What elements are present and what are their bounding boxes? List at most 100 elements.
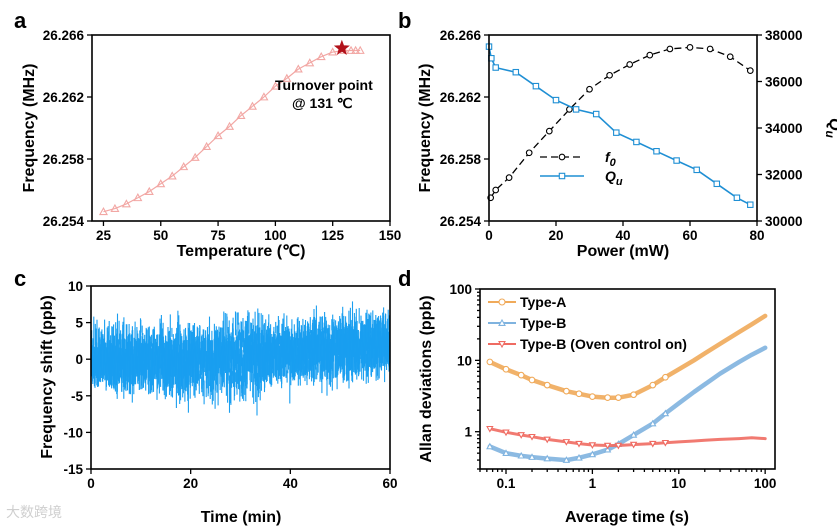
panel-b-x-tick-label: 20 (548, 228, 563, 243)
panel-a-data-point (190, 152, 200, 161)
panel-c-y-tick-label: -10 (63, 425, 83, 440)
panel-d-legend-marker (498, 318, 506, 326)
panel-a-x-tick-label: 100 (264, 228, 287, 243)
panel-d-y-tick-label: 1 (464, 425, 472, 440)
panel-d-series-point (604, 394, 611, 402)
panel-d-series-point (649, 440, 657, 448)
panel-c-x-tick-label: 40 (283, 476, 298, 491)
panel-b-y2-axis-label: Qu (823, 118, 837, 138)
panel-c-y-tick-label: 5 (75, 316, 83, 331)
panel-b-y-tick-label: 26.266 (440, 28, 482, 43)
panel-d-series-point (614, 442, 623, 450)
turnover-annotation-line2: @ 131 ℃ (292, 95, 353, 111)
panel-a-line-segment (183, 156, 196, 168)
panel-c-plot-frame (90, 285, 391, 470)
panel-c-x-tick-label: 20 (183, 476, 198, 491)
series-qu-point (572, 106, 580, 113)
panel-a-line-segment (252, 96, 265, 107)
panel-a-data-point (328, 47, 338, 56)
series-f0-point (586, 85, 593, 93)
panel-a-data-point (236, 110, 246, 120)
panel-d-y-axis-label: Allan deviations (ppb) (418, 295, 435, 462)
series-f0-point (706, 45, 714, 53)
watermark-text: 大数跨境 (6, 505, 62, 521)
panel-a-data-point (316, 51, 326, 61)
panel-c-y-tick-label: -5 (71, 389, 83, 404)
series-qu-point (673, 157, 680, 164)
panel-a-data-point (247, 101, 257, 110)
series-f0-point (545, 127, 553, 135)
panel-b-y2-tick-label: 32000 (765, 168, 803, 183)
series-qu-point (653, 148, 660, 155)
panel-a-data-point (121, 199, 131, 208)
panel-d-series-point (486, 442, 494, 450)
panel-d-series-point (661, 439, 670, 447)
panel-a-label: a (14, 8, 27, 33)
panel-d-legend-marker (498, 341, 506, 349)
panel-c-x-tick-label: 0 (87, 476, 95, 491)
panel-b-y2-tick-label: 36000 (765, 75, 803, 90)
panel-a-data-point (156, 179, 166, 188)
panel-d-series-point (588, 442, 597, 449)
panel-a-data-point (225, 121, 235, 130)
series-f0-point (505, 174, 513, 181)
panel-a-y-tick-label: 26.262 (43, 90, 84, 105)
panel-a-data-point (98, 206, 108, 216)
panel-b-x-tick-label: 40 (615, 228, 630, 243)
series-f0-point (746, 67, 754, 74)
panel-a-line-segment (240, 105, 253, 117)
legend-qu-label: Qu (605, 168, 623, 188)
panel-b-y2-tick-label: 38000 (765, 28, 803, 43)
series-qu-point (592, 110, 600, 118)
panel-a-line-segment (194, 146, 208, 158)
panel-c-y-tick-label: 10 (68, 279, 83, 294)
panel-d-series-line (488, 427, 767, 447)
panel-d-series-point (575, 440, 583, 448)
panel-a-data-point (346, 45, 356, 54)
panel-c-y-tick-label: 0 (75, 352, 83, 367)
series-f0-point (626, 61, 634, 68)
panel-d-series-point (630, 391, 637, 399)
panel-d-series-point (575, 453, 583, 461)
panel-a-y-tick-label: 26.266 (43, 28, 85, 43)
series-qu-point (512, 68, 520, 76)
panel-a-data-point (270, 81, 280, 90)
panel-d-series-point (528, 453, 536, 460)
panel-a-line-segment (206, 135, 219, 148)
panel-b-y-axis-label: Frequency (MHz) (417, 64, 434, 193)
panel-d-series-point (543, 454, 551, 462)
panel-d-series-point (543, 436, 551, 444)
panel-d-y-tick-label: 100 (449, 282, 472, 297)
panel-a-data-point (259, 92, 269, 101)
panel-a-data-point (282, 73, 292, 82)
series-f0-point (492, 186, 500, 194)
panel-b-plot-frame (488, 34, 758, 222)
panel-a-line-segment (286, 68, 299, 79)
panel-d-series-point (603, 442, 612, 450)
panel-d-series-point (615, 394, 622, 402)
legend-f0-marker (558, 153, 566, 161)
panel-d-series-point (649, 381, 657, 389)
panel-b-x-tick-label: 80 (749, 228, 764, 243)
panel-a-x-tick-label: 75 (211, 228, 227, 243)
panel-d-series-point (528, 376, 536, 384)
panel-a-x-tick-label: 150 (379, 228, 402, 243)
panel-c-y-axis-label: Frequency shift (ppb) (39, 295, 56, 459)
panel-d-plot-frame (479, 288, 776, 470)
panel-a-data-point (179, 162, 189, 171)
panel-d-x-tick-label: 100 (754, 476, 777, 491)
series-qu-point (492, 64, 499, 71)
panel-a-line-segment (263, 85, 276, 98)
series-qu-point (713, 180, 721, 188)
panel-d-series-point (562, 456, 571, 463)
panel-d-series-point (486, 425, 494, 433)
panel-d-legend-label: Type-A (520, 294, 566, 310)
panel-d-series-point (543, 381, 551, 389)
panel-b-x-tick-label: 0 (485, 228, 493, 243)
panel-d-x-tick-label: 0.1 (497, 476, 516, 491)
panel-d-series-point (528, 433, 536, 441)
panel-d-series-point (562, 439, 571, 446)
panel-d-legend-label: Type-B (520, 315, 566, 331)
turnover-annotation-line1: Turnover point (275, 77, 373, 93)
panel-b-y-tick-label: 26.254 (440, 214, 482, 229)
